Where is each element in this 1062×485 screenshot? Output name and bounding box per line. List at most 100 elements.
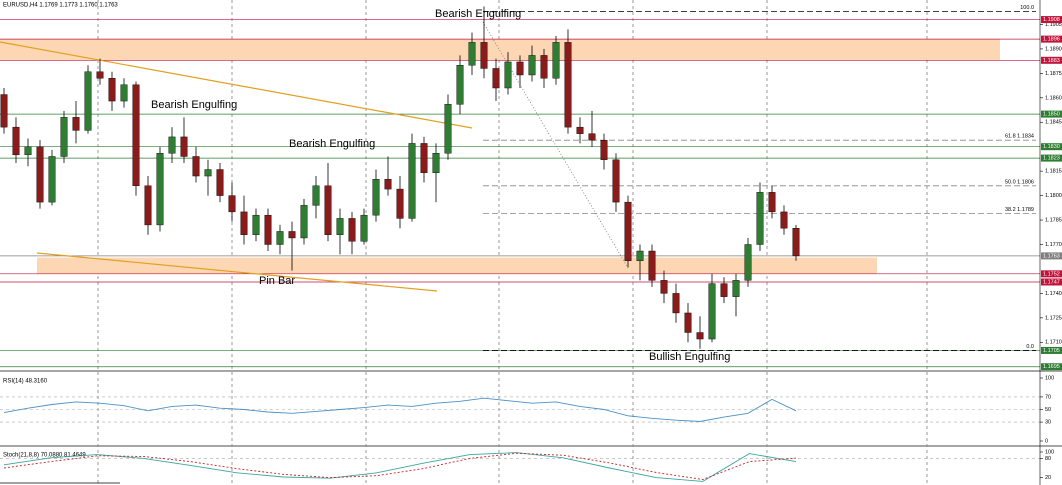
candle-body [132, 84, 140, 187]
candle-body [240, 211, 248, 235]
candle-body [480, 42, 488, 69]
candle-body [612, 159, 620, 203]
candle-body [60, 117, 68, 157]
candle-body [696, 332, 704, 340]
candle-body [576, 126, 584, 134]
candle-body [444, 104, 452, 154]
y-tick-label: 1.1905 [1045, 22, 1062, 28]
candle-body [708, 283, 716, 340]
candle-body [324, 185, 332, 235]
y-tick-label: 1.1890 [1045, 46, 1062, 52]
y-tick-label: 1.1845 [1045, 120, 1062, 126]
candle-body [660, 280, 668, 294]
level-tag-label: 1.1823 [1043, 156, 1060, 162]
zone [0, 39, 1000, 61]
candle-body [528, 55, 536, 76]
level-tag [1041, 270, 1062, 278]
candle-body [156, 153, 164, 226]
y-tick-label: 1.1800 [1045, 193, 1062, 199]
y-tick-label: 1.1875 [1045, 71, 1062, 77]
candle-body [108, 78, 116, 102]
level-tag-label: 1.1763 [1043, 253, 1060, 259]
y-tick-label: 1.1815 [1045, 169, 1062, 175]
level-tag-label: 1.1830 [1043, 144, 1060, 150]
candle-body [96, 71, 104, 79]
level-tag [1041, 110, 1062, 118]
y-tick-label: 1.1860 [1045, 95, 1062, 101]
candle-body [780, 211, 788, 229]
candle-body [168, 136, 176, 154]
y-tick-label: 50 [1045, 407, 1051, 413]
level-tag [1041, 346, 1062, 354]
y-tick-label: 1.1785 [1045, 217, 1062, 223]
level-tag-label: 1.1747 [1043, 279, 1060, 285]
fib-trendline [482, 21, 629, 269]
level-tag [1041, 35, 1062, 43]
candle-body [0, 94, 8, 128]
candle-body [540, 55, 548, 79]
marks-layer: 1.1905 1.1890 1.1875 1.1860 1.1845 1.1815 1.18… [0, 3, 1062, 482]
candle-body [216, 169, 224, 196]
level-tag-label: 1.1883 [1043, 58, 1060, 64]
candle-body [192, 156, 200, 177]
level-tag-label: 1.1896 [1043, 37, 1060, 43]
candle-body [552, 42, 560, 79]
candle-body [504, 61, 512, 89]
level-tag-label: 1.1705 [1043, 348, 1060, 354]
y-tick-label: 1.1770 [1045, 242, 1062, 248]
candle-body [732, 280, 740, 297]
candle-body [600, 139, 608, 160]
y-tick-label: 70 [1045, 394, 1051, 400]
candle-body [588, 133, 596, 141]
candle-body [384, 179, 392, 190]
level-tag [1041, 56, 1062, 64]
level-tag [1041, 154, 1062, 162]
level-tag [1041, 278, 1062, 286]
level-tag-label: 1.1908 [1043, 17, 1060, 23]
candle-body [300, 205, 308, 239]
candle-body [72, 117, 80, 131]
y-tick-label: 1.1740 [1045, 291, 1062, 297]
candle-body [36, 146, 44, 203]
candle-body [48, 156, 56, 203]
candle-body [492, 68, 500, 89]
candle-body [792, 227, 800, 257]
indicator-line [3, 452, 797, 482]
candle-body [84, 71, 92, 131]
candle-body [648, 250, 656, 281]
candle-body [684, 312, 692, 333]
candle-body [264, 214, 272, 245]
candle-body [768, 192, 776, 213]
fib-label: 0.0 [1026, 344, 1034, 350]
candle-body [516, 61, 524, 76]
fib-label: 38.2 1.1789 [1005, 207, 1034, 213]
annotation: Pin Bar [259, 275, 295, 287]
candle-body [636, 250, 644, 261]
candle-body [360, 214, 368, 242]
y-tick-label: 30 [1045, 420, 1051, 426]
candle-body [348, 218, 356, 242]
level-tag [1041, 143, 1062, 151]
trendline [0, 41, 473, 129]
fib-label: 100.0 [1020, 5, 1034, 11]
candle-body [312, 185, 320, 206]
fib-label: 50.0 1.1806 [1005, 179, 1034, 185]
level-tag [1041, 363, 1062, 371]
zone [37, 257, 877, 274]
annotation: Bearish Engulfing [151, 99, 237, 111]
trendline [36, 252, 438, 292]
zones-layer [0, 11, 1040, 459]
candle-body [120, 84, 128, 102]
candle-body [24, 146, 32, 156]
indicator-line [3, 397, 797, 422]
candle-body [432, 153, 440, 173]
candle-body [456, 64, 464, 105]
candle-body [228, 195, 236, 213]
candle-body [756, 192, 764, 245]
y-tick-label: 100 [1045, 449, 1054, 455]
y-tick-label: 20 [1045, 475, 1051, 481]
y-tick-label: 80 [1045, 456, 1051, 462]
candle-body [276, 231, 284, 245]
candle-body [408, 143, 416, 219]
